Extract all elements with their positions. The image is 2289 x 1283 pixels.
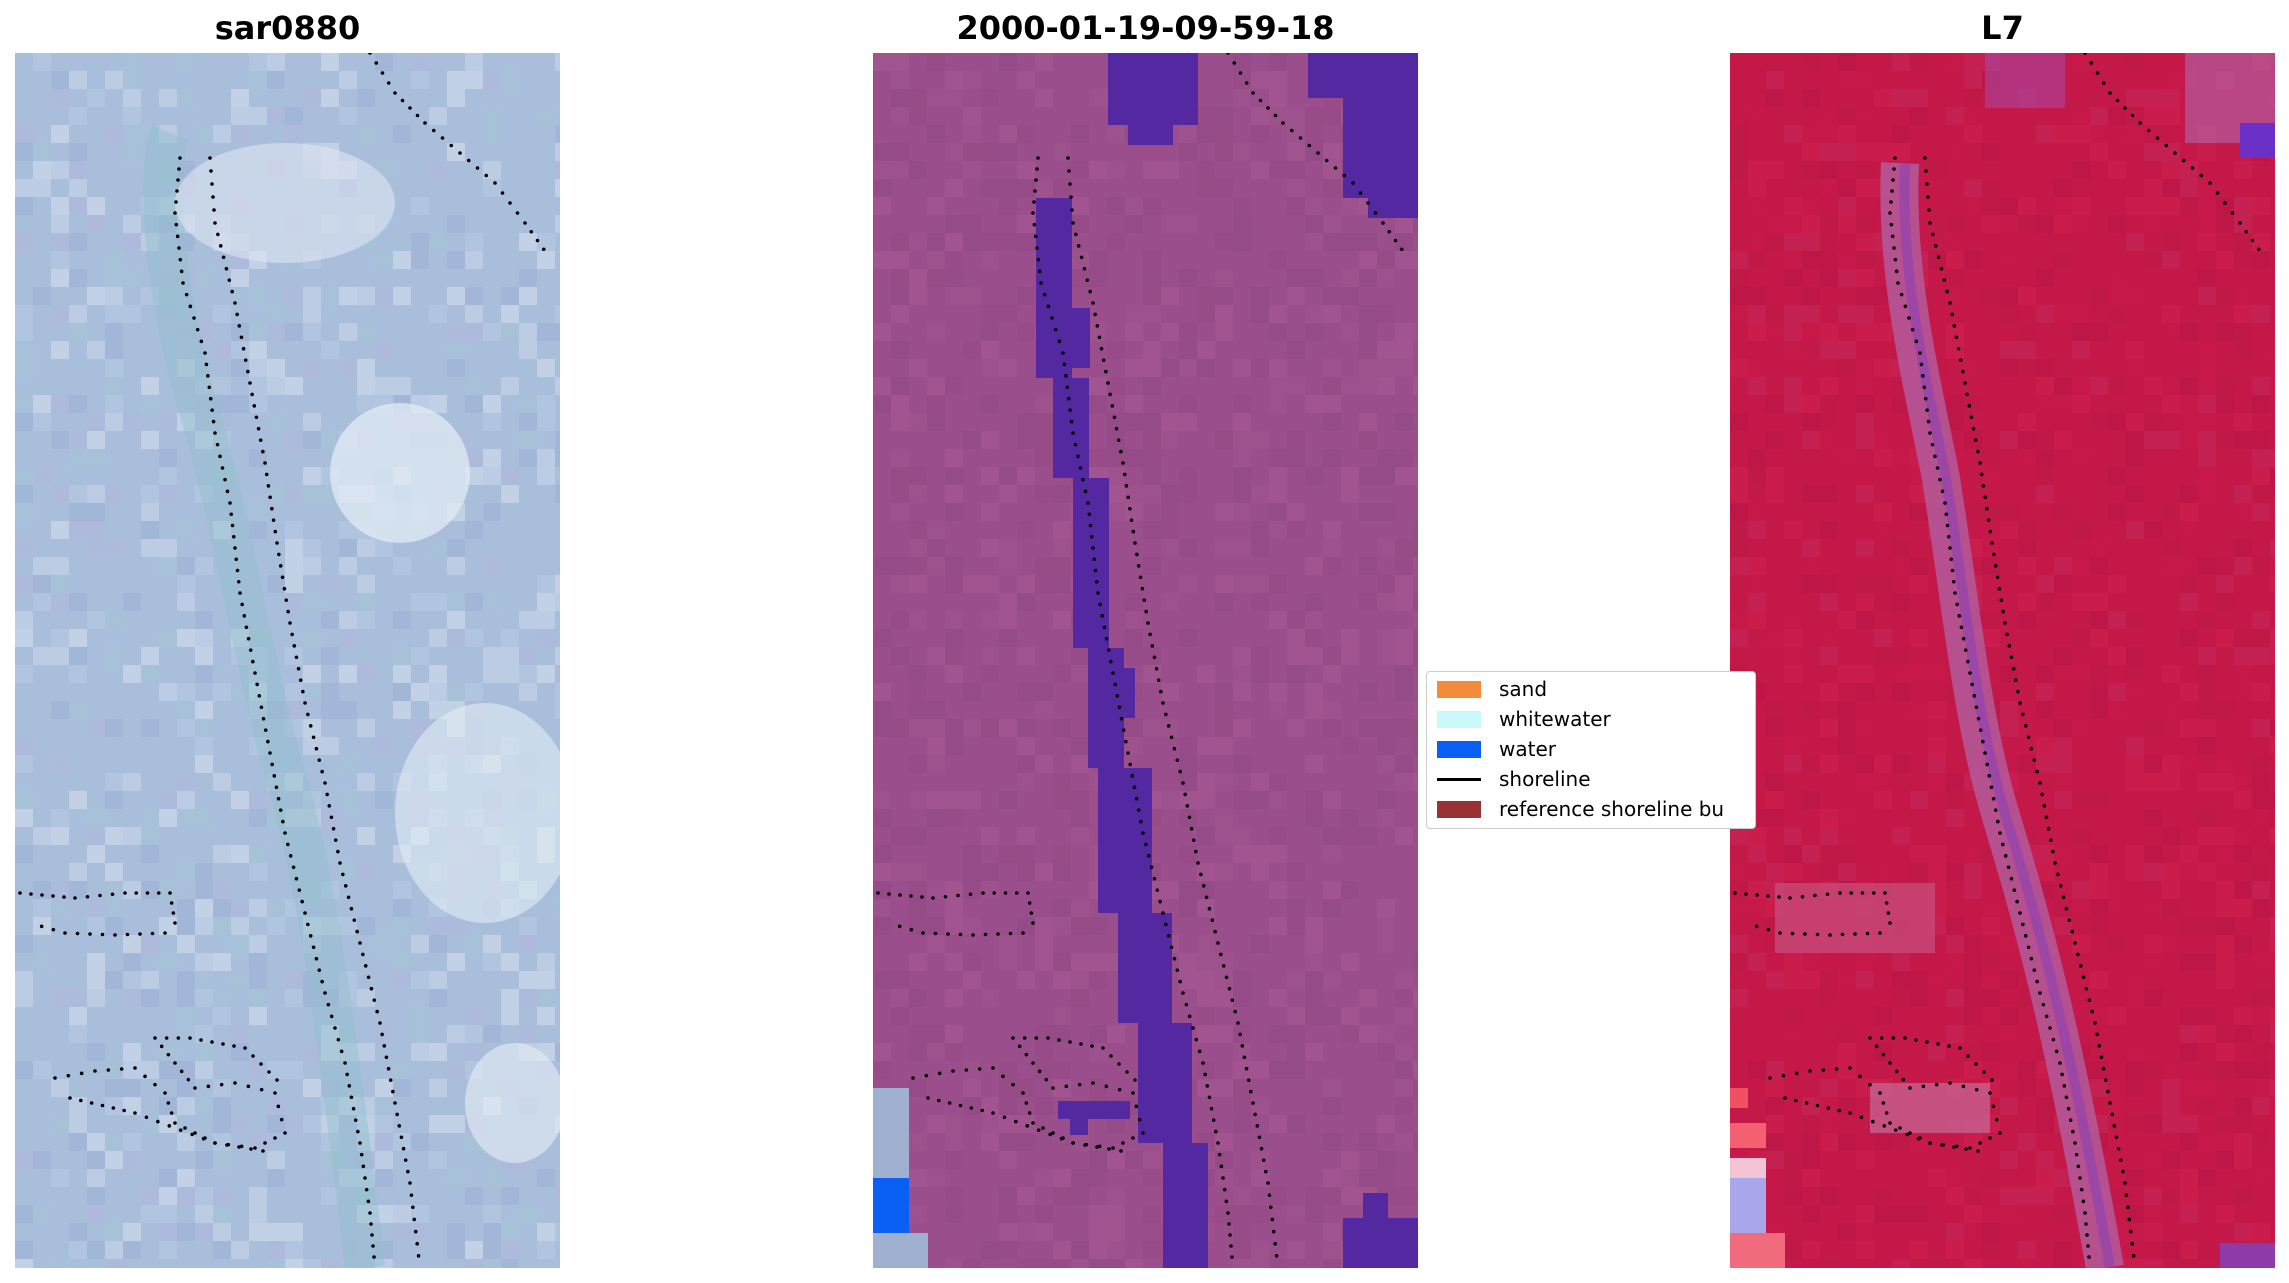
shoreline-right <box>1733 53 2261 1259</box>
legend-item-sand: sand <box>1437 674 1547 704</box>
water-channel <box>1036 53 1418 1268</box>
legend-item-water: water <box>1437 734 1556 764</box>
title-left: sar0880 <box>214 9 361 47</box>
legend-label: sand <box>1499 677 1548 701</box>
whitewater-swatch <box>1437 710 1481 728</box>
legend-item-reference-shoreline: reference shoreline bu <box>1437 794 1724 824</box>
legend-item-shoreline: shoreline <box>1437 764 1591 794</box>
rgb-image <box>15 53 560 1268</box>
title-right: L7 <box>1981 9 2024 47</box>
legend: sand whitewater water shoreline referenc… <box>1426 671 1756 829</box>
sand-swatch <box>1437 680 1481 698</box>
shoreline-middle <box>876 53 1404 1259</box>
legend-label: water <box>1499 737 1556 761</box>
shoreline-left <box>18 53 546 1259</box>
legend-label: whitewater <box>1499 707 1611 731</box>
legend-item-whitewater: whitewater <box>1437 704 1611 734</box>
legend-label: shoreline <box>1499 767 1591 791</box>
index-image-panel <box>1730 53 2275 1268</box>
water-swatch <box>1437 740 1481 758</box>
index-image <box>1730 53 2275 1268</box>
reference-shoreline-swatch <box>1437 800 1481 818</box>
classified-image <box>873 53 1418 1268</box>
title-middle: 2000-01-19-09-59-18 <box>956 9 1335 47</box>
legend-label: reference shoreline bu <box>1499 797 1725 821</box>
shoreline-line-swatch <box>1437 777 1481 781</box>
rgb-image-panel <box>15 53 560 1268</box>
classified-image-panel <box>873 53 1418 1268</box>
